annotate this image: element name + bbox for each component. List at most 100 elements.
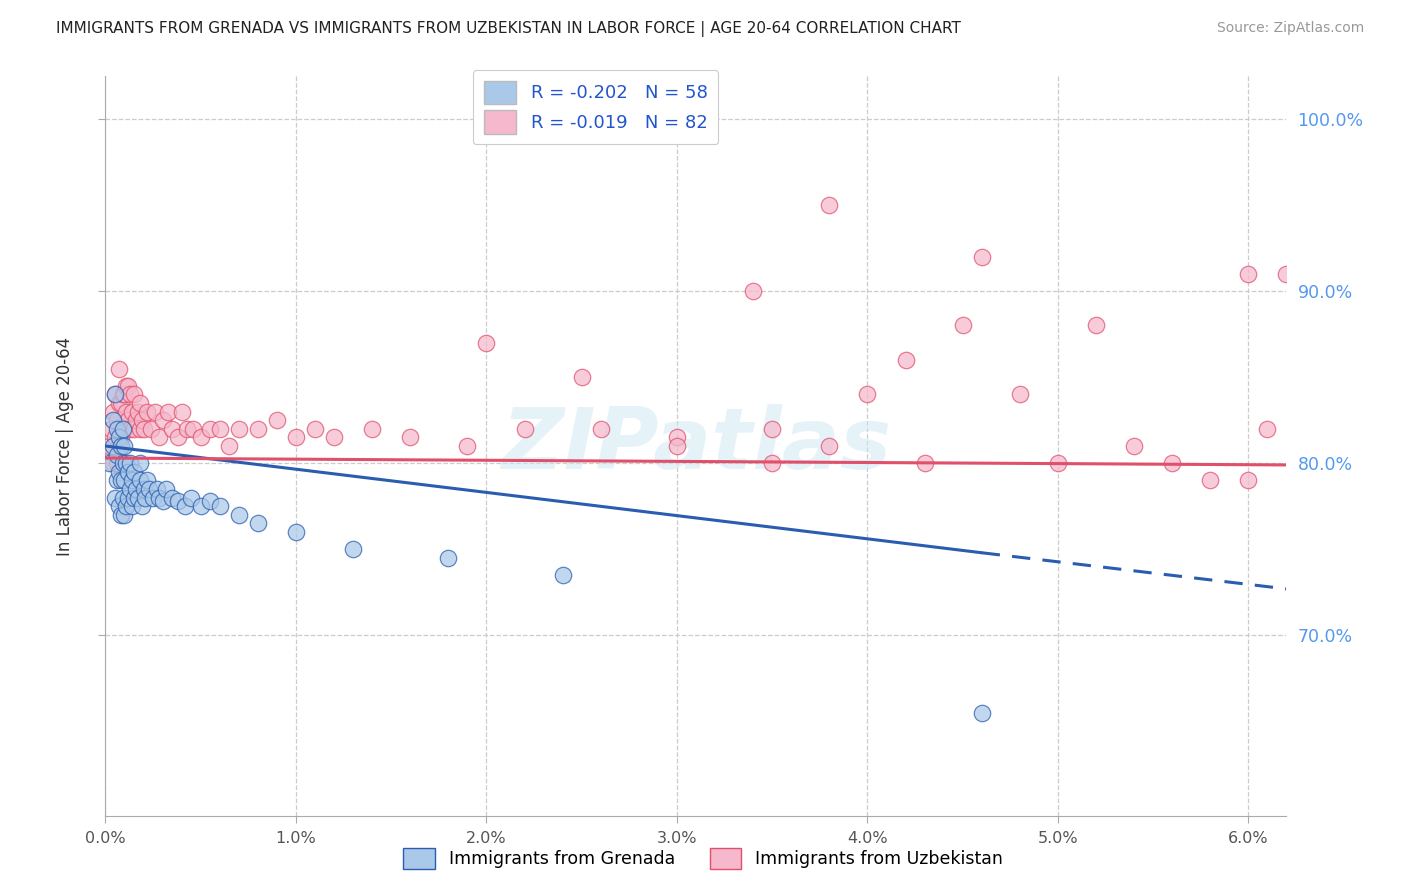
Point [475, 335, 498, 350]
Point [110, 508, 132, 522]
Point [200, 494, 222, 508]
Point [304, 422, 326, 436]
Point [952, 318, 974, 333]
Legend: Immigrants from Grenada, Immigrants from Uzbekistan: Immigrants from Grenada, Immigrants from… [396, 841, 1010, 876]
Point [138, 482, 160, 496]
Point [111, 422, 134, 436]
Point [121, 474, 143, 488]
Point [742, 284, 765, 298]
Point [1085, 318, 1108, 333]
Point [117, 378, 139, 392]
Point [120, 456, 142, 470]
Point [115, 500, 138, 514]
Point [218, 439, 240, 453]
Point [107, 396, 129, 410]
Point [101, 404, 124, 418]
Point [284, 525, 307, 540]
Point [128, 456, 150, 470]
Point [101, 456, 124, 470]
Point [1256, 422, 1278, 436]
Point [110, 474, 132, 488]
Point [208, 422, 231, 436]
Point [1237, 267, 1260, 281]
Point [122, 491, 145, 505]
Point [284, 430, 307, 444]
Point [100, 422, 122, 436]
Point [665, 430, 688, 444]
Point [148, 491, 170, 505]
Point [160, 491, 183, 505]
Point [125, 413, 148, 427]
Point [105, 456, 128, 470]
Point [1008, 387, 1031, 401]
Point [1046, 456, 1069, 470]
Point [120, 387, 142, 401]
Point [136, 404, 159, 418]
Point [148, 430, 170, 444]
Text: ZIPatlas: ZIPatlas [501, 404, 891, 488]
Point [174, 500, 197, 514]
Point [228, 422, 250, 436]
Point [107, 439, 129, 453]
Point [98, 456, 121, 470]
Point [110, 439, 132, 453]
Point [121, 404, 143, 418]
Point [190, 430, 212, 444]
Point [115, 404, 138, 418]
Point [115, 456, 138, 470]
Point [101, 439, 124, 453]
Point [208, 500, 231, 514]
Point [437, 550, 460, 565]
Point [142, 491, 165, 505]
Point [98, 439, 121, 453]
Point [110, 396, 132, 410]
Point [127, 404, 149, 418]
Point [128, 422, 150, 436]
Point [166, 494, 188, 508]
Legend: R = -0.202   N = 58, R = -0.019   N = 82: R = -0.202 N = 58, R = -0.019 N = 82 [472, 70, 718, 145]
Point [122, 422, 145, 436]
Point [127, 491, 149, 505]
Point [166, 430, 188, 444]
Point [131, 500, 153, 514]
Point [176, 422, 198, 436]
Point [114, 474, 136, 488]
Point [125, 482, 148, 496]
Point [111, 456, 134, 470]
Point [1161, 456, 1184, 470]
Point [117, 413, 139, 427]
Point [571, 370, 593, 384]
Point [122, 465, 145, 479]
Point [589, 422, 612, 436]
Text: Source: ZipAtlas.com: Source: ZipAtlas.com [1216, 21, 1364, 35]
Point [107, 361, 129, 376]
Point [1237, 474, 1260, 488]
Point [120, 422, 142, 436]
Point [180, 491, 202, 505]
Point [122, 387, 145, 401]
Point [104, 387, 127, 401]
Point [132, 482, 155, 496]
Point [761, 422, 783, 436]
Point [152, 413, 174, 427]
Point [134, 491, 156, 505]
Point [105, 474, 128, 488]
Point [104, 387, 127, 401]
Point [107, 465, 129, 479]
Point [111, 422, 134, 436]
Point [856, 387, 879, 401]
Point [818, 198, 841, 212]
Point [970, 250, 993, 264]
Point [551, 568, 574, 582]
Point [117, 465, 139, 479]
Point [894, 352, 917, 367]
Point [228, 508, 250, 522]
Point [1199, 474, 1222, 488]
Point [141, 422, 163, 436]
Point [399, 430, 422, 444]
Point [361, 422, 384, 436]
Point [136, 474, 159, 488]
Point [1123, 439, 1146, 453]
Point [143, 404, 166, 418]
Point [155, 482, 177, 496]
